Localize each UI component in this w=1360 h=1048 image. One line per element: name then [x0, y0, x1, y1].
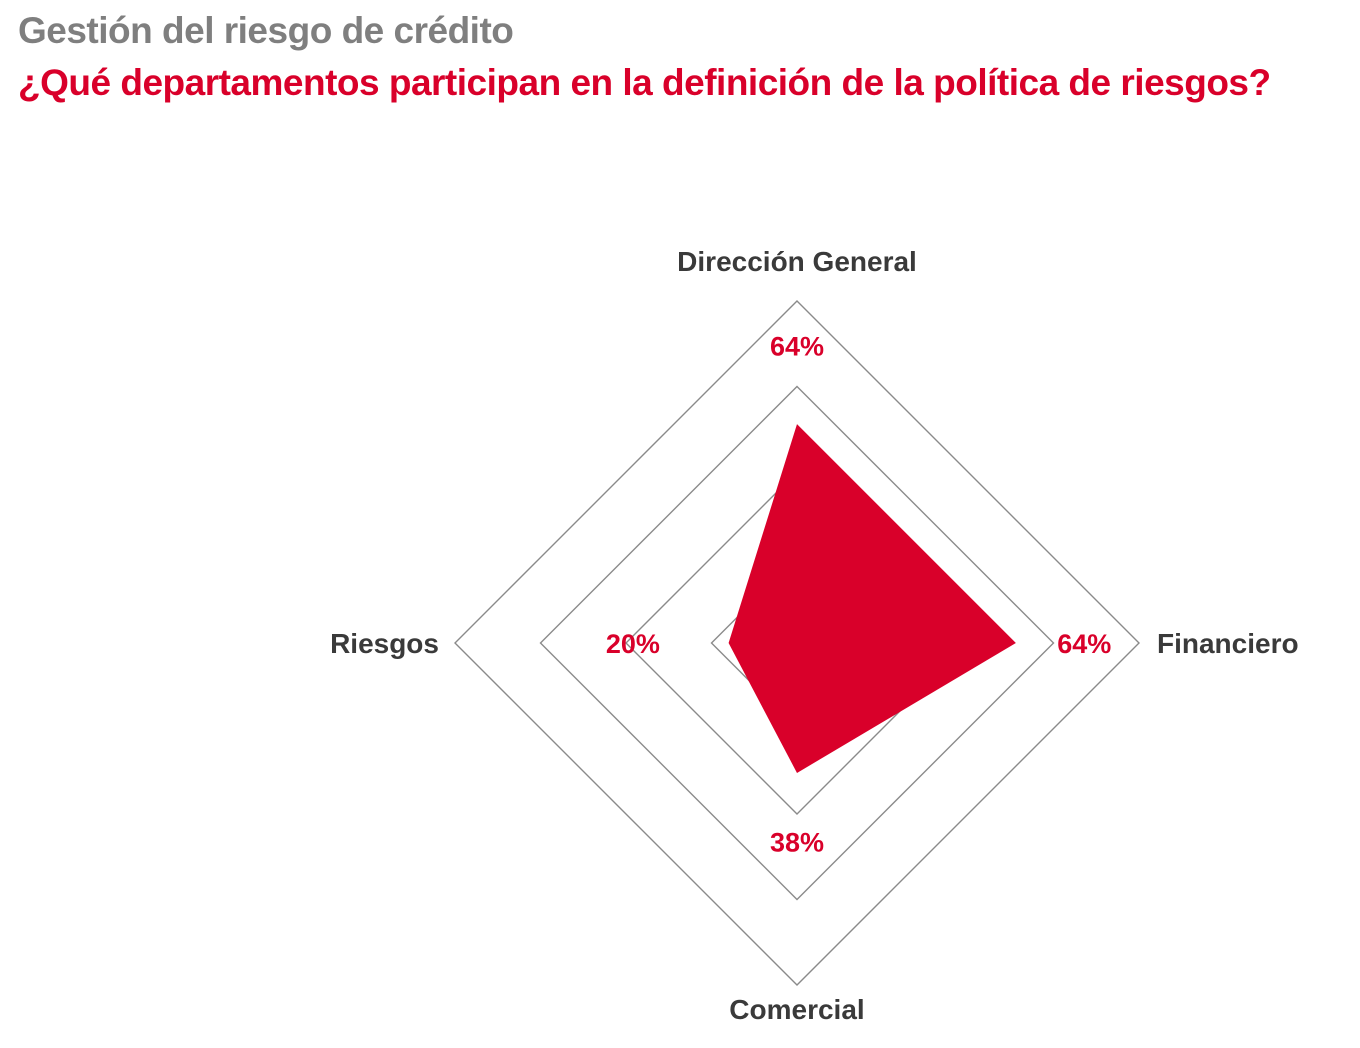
value-label-riesgos: 20%	[606, 629, 660, 659]
radar-series	[728, 424, 1016, 773]
value-label-direccion-general: 64%	[770, 332, 824, 362]
data-area	[728, 424, 1016, 773]
axis-label-direccion-general: Dirección General	[677, 246, 917, 277]
axis-label-riesgos: Riesgos	[330, 628, 439, 659]
value-label-comercial: 38%	[770, 828, 824, 858]
axis-label-financiero: Financiero	[1157, 628, 1299, 659]
gridline-100	[454, 300, 1140, 986]
chart-question: ¿Qué departamentos participan en la defi…	[18, 62, 1271, 103]
page-title: Gestión del riesgo de crédito	[18, 10, 514, 51]
gridline-75	[539, 385, 1055, 901]
value-label-financiero: 64%	[1057, 629, 1111, 659]
axis-label-comercial: Comercial	[729, 994, 864, 1025]
